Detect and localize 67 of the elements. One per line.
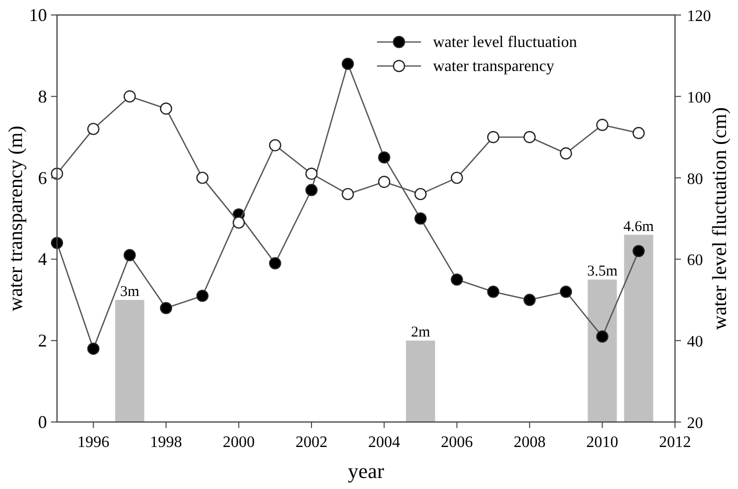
point xyxy=(487,131,500,144)
data-label: 3m xyxy=(120,284,140,300)
point xyxy=(124,249,136,262)
point xyxy=(632,126,645,140)
point xyxy=(596,330,608,343)
point xyxy=(269,139,282,152)
point xyxy=(342,58,354,70)
data-label: 4.6m xyxy=(623,218,654,235)
y2-tick-label: 60 xyxy=(687,252,703,270)
point xyxy=(196,172,209,184)
point xyxy=(560,147,572,160)
y2-tick-label: 20 xyxy=(687,415,703,432)
x-tick-label: 2002 xyxy=(295,434,328,451)
y2-tick-label: 120 xyxy=(687,8,711,25)
point xyxy=(523,131,536,144)
point xyxy=(87,122,100,136)
y-tick-label: 0 xyxy=(38,412,47,432)
x-tick-label: 2004 xyxy=(368,434,400,451)
y2-tick-label: 40 xyxy=(687,334,703,351)
point xyxy=(632,244,645,258)
data-label: 3.5m xyxy=(587,264,618,280)
y-tick-label: 2 xyxy=(38,330,47,351)
x-tick-label: 1996 xyxy=(77,434,110,451)
point xyxy=(160,102,172,115)
y2-axis-title: water level fluctuation (cm) xyxy=(709,107,731,330)
point xyxy=(232,216,245,229)
point xyxy=(50,168,64,180)
y-tick-label: 8 xyxy=(38,86,47,106)
x-tick-label: 2012 xyxy=(659,434,691,451)
point xyxy=(596,118,608,131)
point xyxy=(269,257,282,270)
bar xyxy=(115,300,144,422)
point xyxy=(87,342,100,355)
point xyxy=(378,151,390,164)
y-tick-label: 6 xyxy=(38,168,47,188)
y2-tick-label: 100 xyxy=(687,89,711,106)
x-axis-title: year xyxy=(348,459,384,483)
bar xyxy=(406,340,436,422)
point xyxy=(305,168,318,180)
point xyxy=(450,273,463,286)
bar xyxy=(588,280,617,422)
point xyxy=(160,302,172,314)
point xyxy=(414,212,427,225)
point xyxy=(487,286,500,298)
legend-label: water transparency xyxy=(433,58,554,75)
legend-label: water level fluctuation xyxy=(433,34,577,51)
y-tick-label: 4 xyxy=(38,249,47,270)
x-tick-label: 2000 xyxy=(222,434,255,451)
x-tick-label: 1998 xyxy=(150,434,182,451)
bar xyxy=(624,234,654,422)
y-axis-title: water transparency (m) xyxy=(5,126,27,312)
point xyxy=(342,188,354,200)
point xyxy=(50,236,64,250)
point xyxy=(414,188,427,200)
point xyxy=(560,286,572,298)
point xyxy=(378,176,390,188)
x-tick-label: 2006 xyxy=(440,434,473,451)
x-tick-label: 2008 xyxy=(514,434,546,451)
y2-tick-label: 80 xyxy=(687,170,703,188)
point xyxy=(523,294,536,306)
data-label: 2m xyxy=(410,324,430,341)
point xyxy=(450,172,463,184)
point xyxy=(305,184,318,196)
point xyxy=(196,290,209,302)
x-tick-label: 2010 xyxy=(586,434,618,451)
point xyxy=(124,90,136,102)
y-tick-label: 10 xyxy=(29,5,47,25)
